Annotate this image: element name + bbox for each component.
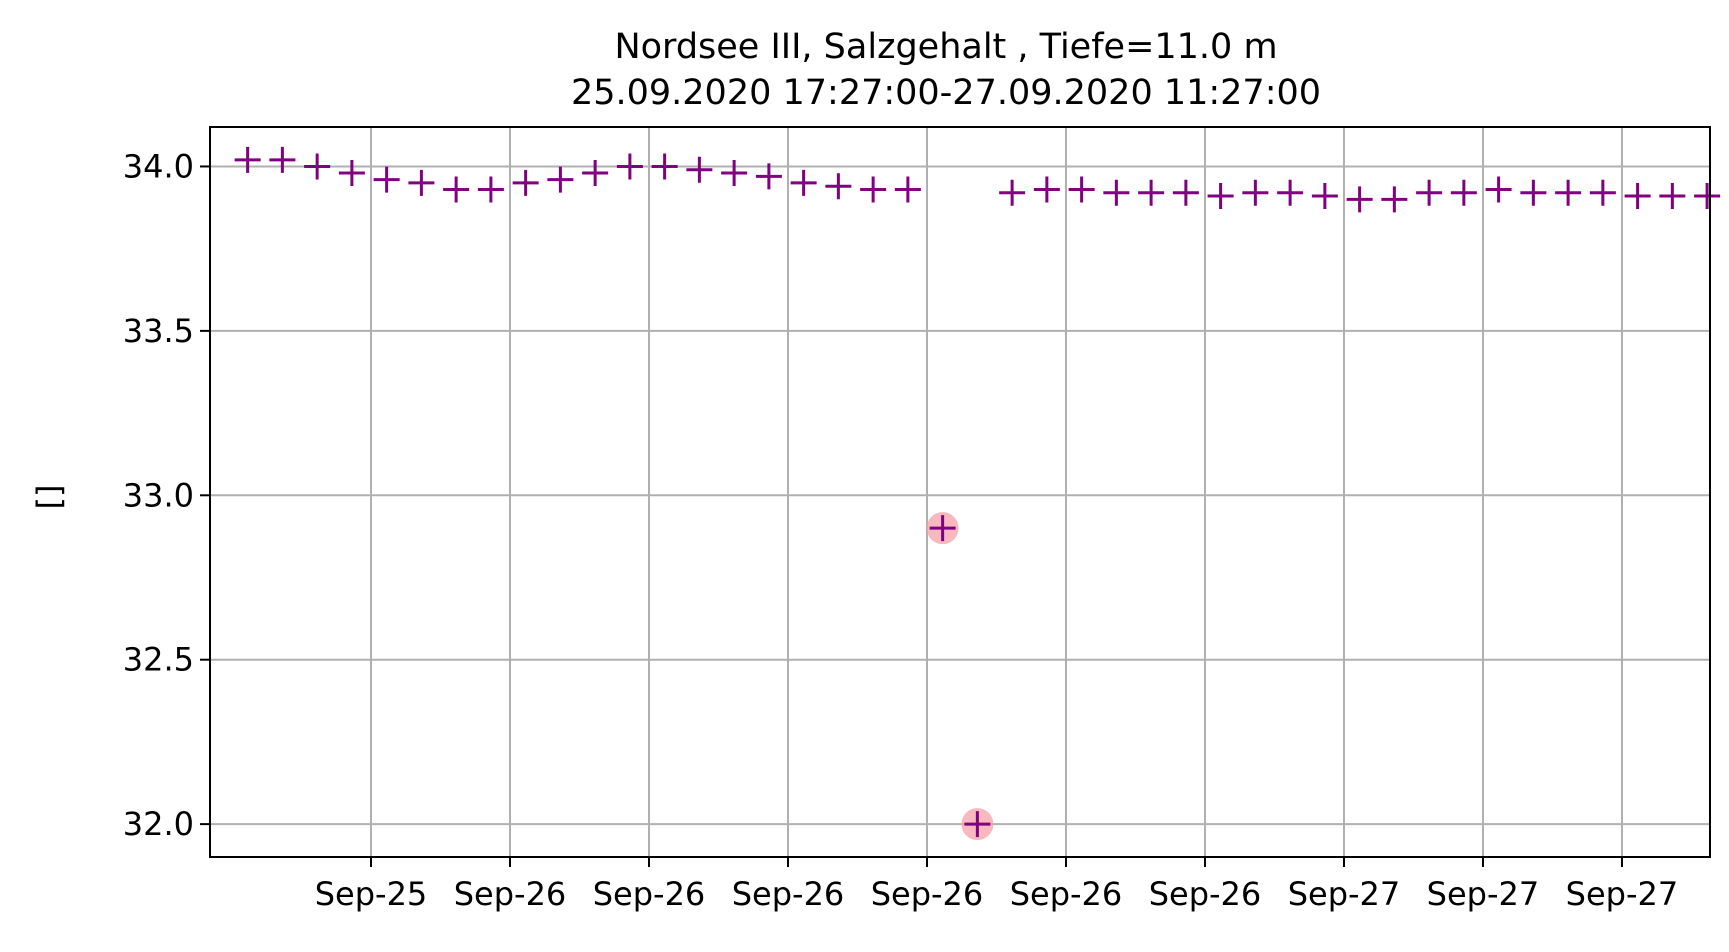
data-point-marker (1207, 183, 1234, 210)
x-tick-label: Sep-26 (454, 875, 567, 913)
data-point-marker (269, 146, 296, 173)
data-point-marker (1346, 186, 1373, 213)
x-tick-label: Sep-26 (732, 875, 845, 913)
data-point-marker (443, 176, 470, 203)
data-point-marker (1589, 179, 1616, 206)
data-point-marker (1520, 179, 1547, 206)
y-tick-label: 32.0 (123, 805, 194, 843)
data-point-marker (1172, 179, 1199, 206)
data-point-marker (304, 153, 331, 180)
data-point-marker (1555, 179, 1582, 206)
y-tick-label: 32.5 (123, 641, 194, 679)
x-tick-label: Sep-27 (1427, 875, 1540, 913)
data-point-marker (373, 166, 400, 193)
y-axis: 32.0 32.5 33.0 33.5 34.0 (123, 147, 210, 843)
data-point-marker (1624, 183, 1651, 210)
chart-subtitle: 25.09.2020 17:27:00-27.09.2020 11:27:00 (571, 73, 1321, 113)
data-point-marker (1311, 183, 1338, 210)
y-tick-label: 34.0 (123, 147, 194, 185)
data-point-marker (547, 166, 574, 193)
data-point-marker (1450, 179, 1477, 206)
y-tick-label: 33.5 (123, 312, 194, 350)
grid-lines (210, 127, 1710, 857)
x-tick-label: Sep-25 (315, 875, 428, 913)
data-point-marker (686, 156, 713, 183)
x-tick-label: Sep-27 (1288, 875, 1401, 913)
plot-area (210, 127, 1710, 857)
data-point-marker (512, 169, 539, 196)
data-markers (234, 146, 1721, 838)
data-point-marker (825, 173, 852, 200)
data-point-marker (790, 169, 817, 196)
y-tick-label: 33.0 (123, 476, 194, 514)
x-tick-label: Sep-26 (1149, 875, 1262, 913)
data-point-marker (234, 146, 261, 173)
data-point-marker (616, 153, 643, 180)
data-point-marker (1277, 179, 1304, 206)
data-point-marker (1103, 179, 1130, 206)
data-point-marker (1659, 183, 1686, 210)
data-point-marker (338, 160, 365, 187)
data-point-marker (1033, 176, 1060, 203)
data-point-marker (477, 176, 504, 203)
data-point-marker (582, 160, 609, 187)
chart-title: Nordsee III, Salzgehalt , Tiefe=11.0 m (614, 27, 1277, 67)
data-point-marker (1242, 179, 1269, 206)
data-point-marker (860, 176, 887, 203)
x-tick-label: Sep-27 (1566, 875, 1679, 913)
data-point-marker (1381, 186, 1408, 213)
x-axis: Sep-25 Sep-26 Sep-26 Sep-26 Sep-26 Sep-26 Sep-… (315, 857, 1679, 913)
plot-frame (209, 126, 1711, 858)
data-point-marker (964, 811, 991, 838)
data-point-marker (1068, 176, 1095, 203)
data-point-marker (408, 169, 435, 196)
data-point-marker (929, 515, 956, 542)
data-point-marker (1485, 176, 1512, 203)
data-point-marker (721, 160, 748, 187)
data-point-marker (1138, 179, 1165, 206)
x-tick-label: Sep-26 (593, 875, 706, 913)
data-point-marker (1694, 183, 1721, 210)
data-point-marker (999, 179, 1026, 206)
data-point-marker (651, 153, 678, 180)
data-point-marker (755, 163, 782, 190)
data-point-marker (894, 176, 921, 203)
y-axis-label: [] (30, 485, 68, 510)
x-tick-label: Sep-26 (871, 875, 984, 913)
data-point-marker (1416, 179, 1443, 206)
x-tick-label: Sep-26 (1010, 875, 1123, 913)
